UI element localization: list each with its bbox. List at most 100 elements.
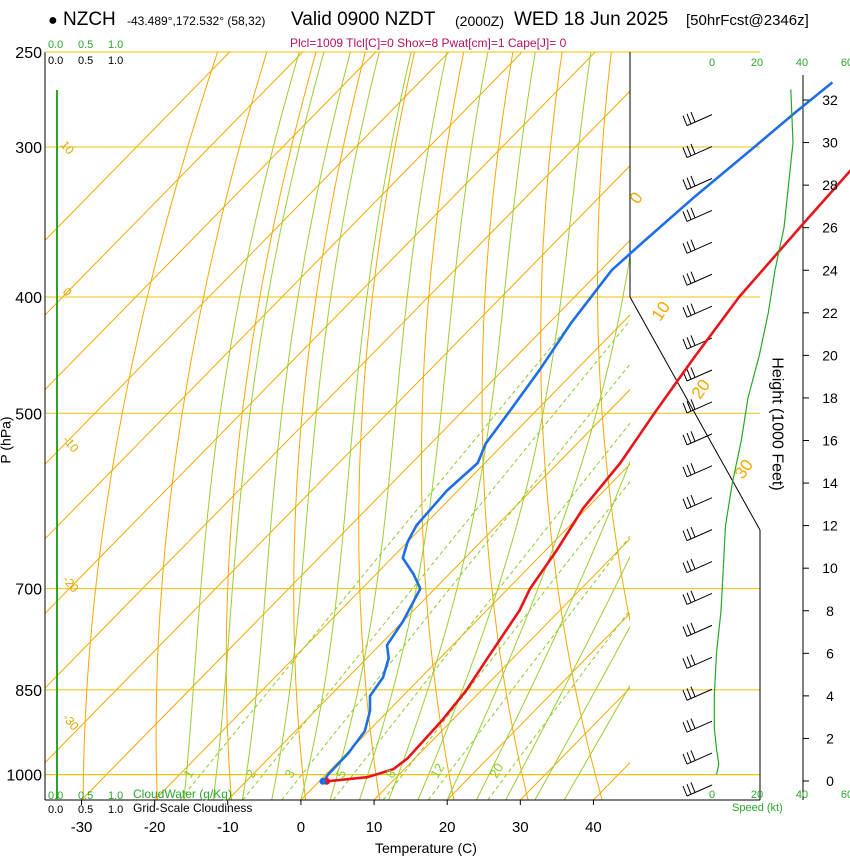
wind-barb-flag	[686, 656, 692, 667]
wind-barb-flag	[682, 179, 688, 190]
isotherm-label: -20	[60, 573, 82, 596]
wind-barb-flag	[686, 273, 692, 284]
isotherm-line	[45, 165, 630, 764]
pressure-tick-label: 850	[15, 683, 42, 700]
wind-barb-staff	[686, 720, 713, 733]
y-axis-label: P (hPa)	[0, 416, 14, 463]
wind-barb-staff	[686, 752, 713, 765]
wind-barb-flag	[690, 654, 696, 665]
dry-adiabat-line	[225, 52, 317, 800]
height-tick-label: 28	[822, 177, 838, 193]
wind-barb-flag	[686, 784, 692, 795]
wind-barb-staff	[686, 178, 713, 190]
mixing-ratio-label: 3	[281, 767, 298, 781]
height-axis-label: Height (1000 Feet)	[768, 357, 786, 491]
wind-barb-flag	[682, 562, 688, 573]
height-tick-label: 8	[826, 603, 834, 619]
wind-barb-flag	[686, 209, 692, 220]
wind-barb-staff	[686, 209, 713, 222]
wind-barb-flag	[682, 243, 688, 254]
wind-barb-flag	[686, 720, 692, 731]
cloudwater-tick-bottom: 1.0	[108, 790, 123, 802]
wind-barb-staff	[686, 433, 713, 446]
mixing-ratio-label: 12	[427, 761, 447, 781]
wind-barb-staff	[686, 273, 713, 286]
wind-barb-flag	[686, 369, 692, 380]
wind-barb-staff	[686, 688, 713, 701]
speed-tick-top: 60	[841, 57, 850, 69]
height-tick-label: 0	[826, 773, 834, 789]
wind-barb-staff	[686, 146, 713, 159]
isotherm-line	[300, 463, 630, 800]
height-tick-label: 16	[822, 433, 838, 449]
mixing-ratio-label: 2	[243, 767, 260, 781]
wind-barb-flag	[690, 399, 696, 410]
cloudiness-tick-bottom: 0.0	[48, 804, 63, 816]
wind-barb-flag	[690, 590, 696, 602]
wind-barb-flag	[682, 147, 688, 158]
wind-barb-flag	[682, 402, 688, 414]
wind-barb-flag	[690, 718, 696, 729]
wind-barb-flag	[690, 303, 696, 314]
wind-barb-staff	[686, 401, 713, 414]
pressure-tick-label: 300	[15, 140, 42, 157]
wind-barb-flag	[686, 624, 692, 635]
cloudiness-tick-bottom: 0.5	[78, 804, 93, 816]
wind-barb-flag	[686, 305, 692, 316]
moist-adiabat-line	[212, 52, 325, 800]
pressure-tick-label: 400	[15, 290, 42, 307]
dry-adiabat-line	[82, 52, 219, 800]
temperature-line	[326, 169, 850, 783]
wind-barb-flag	[690, 750, 696, 761]
wind-barb-flag	[682, 594, 688, 605]
moist-adiabat-line	[417, 52, 592, 800]
cloudiness-tick-top: 0.0	[48, 55, 63, 67]
utc-time: (2000Z)	[455, 13, 505, 29]
wind-barb-flag	[686, 752, 692, 763]
wind-barb-flag	[682, 626, 688, 637]
height-tick-label: 14	[822, 475, 838, 491]
cloudwater-tick-top: 0.0	[48, 39, 63, 51]
cloudiness-label: Grid-Scale Cloudiness	[133, 801, 253, 815]
moist-adiabat-line	[446, 253, 630, 800]
cloudwater-tick-bottom: 0.0	[48, 790, 63, 802]
temp-tick-label: 40	[585, 819, 602, 836]
wind-barb-flag	[682, 690, 688, 701]
speed-tick-top: 40	[796, 57, 808, 69]
height-tick-label: 32	[822, 92, 838, 108]
moist-adiabat-line	[183, 52, 300, 800]
temp-tick-label: 20	[439, 819, 456, 836]
isotherm-line	[227, 388, 630, 800]
wind-speed-line	[713, 89, 794, 775]
wind-barb-flag	[682, 466, 688, 477]
dry-adiabat-line	[706, 52, 825, 800]
tropopause-slant-line	[629, 296, 761, 531]
wind-barb-flag	[690, 686, 696, 697]
wind-barb-flag	[686, 688, 692, 699]
wind-barb-staff	[686, 241, 713, 254]
wind-barb-flag	[690, 111, 696, 123]
height-tick-label: 18	[822, 390, 838, 406]
isotherm-line	[45, 52, 596, 615]
wind-barb-flag	[686, 496, 692, 508]
height-tick-label: 22	[822, 305, 838, 321]
sounding-params: Plcl=1009 Tlcl[C]=0 Shox=8 Pwat[cm]=1 Ca…	[290, 36, 567, 50]
wind-barb-staff	[686, 529, 713, 542]
isotherm-label: -10	[60, 433, 82, 456]
cloudiness-tick-top: 1.0	[108, 55, 123, 67]
wind-barb-staff	[686, 784, 713, 797]
mixing-ratio-line	[382, 481, 630, 800]
cloudwater-tick-top: 0.5	[78, 39, 93, 51]
isotherm-line	[667, 52, 850, 800]
dry-adiabat-line	[358, 52, 415, 800]
wind-barb-flag	[682, 785, 688, 797]
temp-tick-label: 0	[297, 819, 305, 836]
mixing-ratio-line	[242, 319, 630, 800]
moist-adiabat-line	[388, 52, 536, 800]
wind-barb-staff	[686, 624, 713, 637]
wind-barb-flag	[686, 528, 692, 540]
speed-tick-top: 20	[751, 57, 763, 69]
wind-barb-flag	[690, 175, 696, 187]
wind-barb-staff	[686, 465, 713, 478]
station-id: NZCH	[63, 9, 116, 30]
